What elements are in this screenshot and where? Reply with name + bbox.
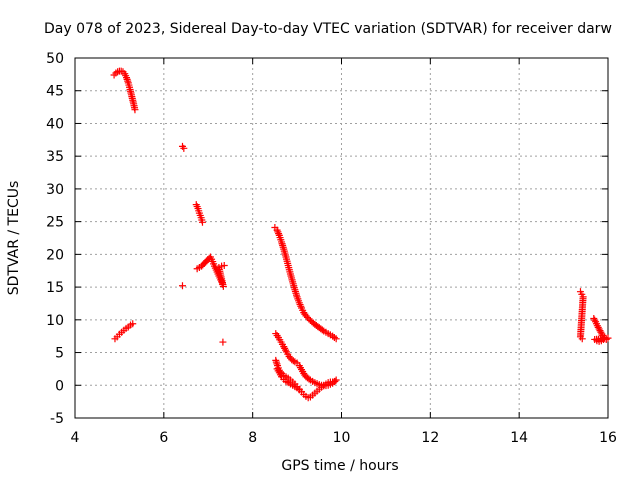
data-point: [198, 218, 206, 226]
data-point: [180, 144, 188, 152]
y-tick-label: 15: [46, 280, 64, 296]
segment-arc-6-short: [576, 288, 587, 343]
segment-isolated-low: [219, 338, 227, 346]
data-point: [219, 338, 227, 346]
y-axis-label: SDTVAR / TECUs: [6, 181, 22, 296]
data-point: [275, 230, 283, 238]
data-point: [332, 376, 340, 384]
y-tick-label: 5: [55, 346, 64, 362]
segment-arc-2-cluster: [193, 253, 228, 290]
data-point: [302, 312, 310, 320]
chart-title: Day 078 of 2023, Sidereal Day-to-day VTE…: [44, 21, 612, 37]
data-point: [305, 375, 313, 383]
y-tick-label: -5: [50, 411, 64, 427]
data-points: [110, 67, 612, 402]
y-tick-label: 35: [46, 149, 64, 165]
x-tick-label: 4: [71, 430, 80, 446]
data-point: [129, 320, 137, 328]
x-axis-label: GPS time / hours: [281, 458, 398, 474]
y-tick-label: 45: [46, 84, 64, 100]
segment-arc-6-tail: [590, 315, 612, 345]
y-tick-label: 20: [46, 247, 64, 263]
x-tick-label: 12: [421, 430, 439, 446]
y-axis-ticks: -5 0 5 10 15 20 25 30 35 40 45 50: [46, 51, 608, 427]
segment-arc-5-inner: [273, 365, 306, 396]
data-point: [600, 335, 608, 343]
grid: [75, 58, 608, 418]
data-point: [318, 326, 326, 334]
data-point: [332, 335, 340, 343]
data-point: [298, 388, 306, 396]
y-tick-label: 30: [46, 182, 64, 198]
data-point: [331, 377, 339, 385]
x-tick-label: 16: [599, 430, 617, 446]
segment-arc-4: [272, 330, 340, 390]
segment-isolated-high: [178, 142, 188, 152]
data-point: [131, 106, 139, 114]
y-tick-label: 40: [46, 116, 64, 132]
segment-arc-3-long: [271, 224, 340, 343]
data-point: [220, 261, 228, 269]
y-tick-label: 10: [46, 313, 64, 329]
segment-arc-1-bottom: [111, 320, 137, 343]
data-point: [591, 316, 599, 324]
data-point: [578, 335, 586, 343]
y-tick-label: 25: [46, 215, 64, 231]
data-point: [178, 282, 186, 290]
x-axis-ticks: 4 6 8 10 12 14 16: [71, 58, 617, 446]
segment-isolated-mid: [178, 282, 186, 290]
x-tick-label: 8: [248, 430, 257, 446]
x-tick-label: 14: [510, 430, 528, 446]
y-tick-label: 50: [46, 51, 64, 67]
x-tick-label: 6: [159, 430, 168, 446]
x-tick-label: 10: [333, 430, 351, 446]
data-point: [303, 313, 311, 321]
segment-arc-1-top: [110, 67, 139, 114]
segment-arc-2-upper: [192, 201, 206, 226]
data-point: [289, 357, 297, 365]
y-tick-label: 0: [55, 378, 64, 394]
